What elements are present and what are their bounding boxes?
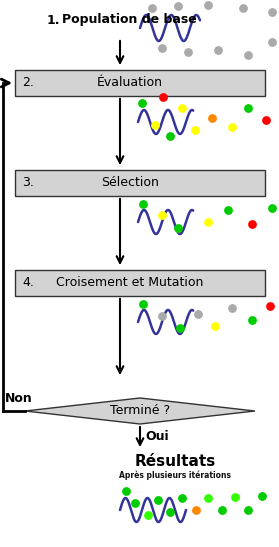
Point [206,218,210,226]
Point [140,98,144,107]
Point [168,132,172,141]
Point [250,316,254,324]
Point [196,310,200,318]
Text: Non: Non [5,392,33,405]
Point [268,301,272,310]
Point [246,505,250,514]
Point [270,8,274,16]
Point [213,322,217,330]
Point [230,304,234,312]
Point [160,44,164,53]
Text: Résultats: Résultats [134,455,216,469]
Point [124,487,128,496]
Point [160,312,164,321]
Point [220,505,224,514]
Point [270,38,274,46]
Point [226,206,230,214]
Point [180,103,184,112]
Point [233,493,237,502]
Point [210,114,214,123]
Text: Après plusieurs itérations: Après plusieurs itérations [119,470,231,480]
Point [153,121,157,130]
Text: Sélection: Sélection [101,177,159,189]
Point [250,220,254,229]
Point [206,1,210,9]
Point [180,493,184,502]
Point [264,115,268,124]
Bar [15,270,265,296]
Text: 4.: 4. [22,276,34,289]
Point [141,200,145,208]
Text: Oui: Oui [145,429,169,443]
Polygon shape [25,398,255,424]
Text: 2.: 2. [22,77,34,90]
Point [194,505,198,514]
Point [156,496,160,504]
Point [193,126,197,135]
Point [168,508,172,516]
Text: 1.: 1. [47,14,61,26]
Point [246,103,250,112]
Point [270,203,274,212]
Point [241,4,245,13]
Text: Population de base: Population de base [62,14,197,26]
Text: Évaluation: Évaluation [97,77,163,90]
Point [178,324,182,333]
Text: Terminé ?: Terminé ? [110,404,170,417]
Point [176,224,180,232]
Bar [15,70,265,96]
Point [146,510,150,519]
Point [230,123,234,131]
Text: Croisement et Mutation: Croisement et Mutation [56,276,204,289]
Point [206,493,210,502]
Point [186,48,190,56]
Point [160,211,164,219]
Point [141,300,145,309]
Point [216,45,220,54]
Point [133,499,137,508]
Point [176,2,180,10]
Point [246,51,250,60]
Bar [15,170,265,196]
Point [161,92,165,101]
Text: 3.: 3. [22,177,34,189]
Point [260,492,264,501]
Point [150,4,154,13]
